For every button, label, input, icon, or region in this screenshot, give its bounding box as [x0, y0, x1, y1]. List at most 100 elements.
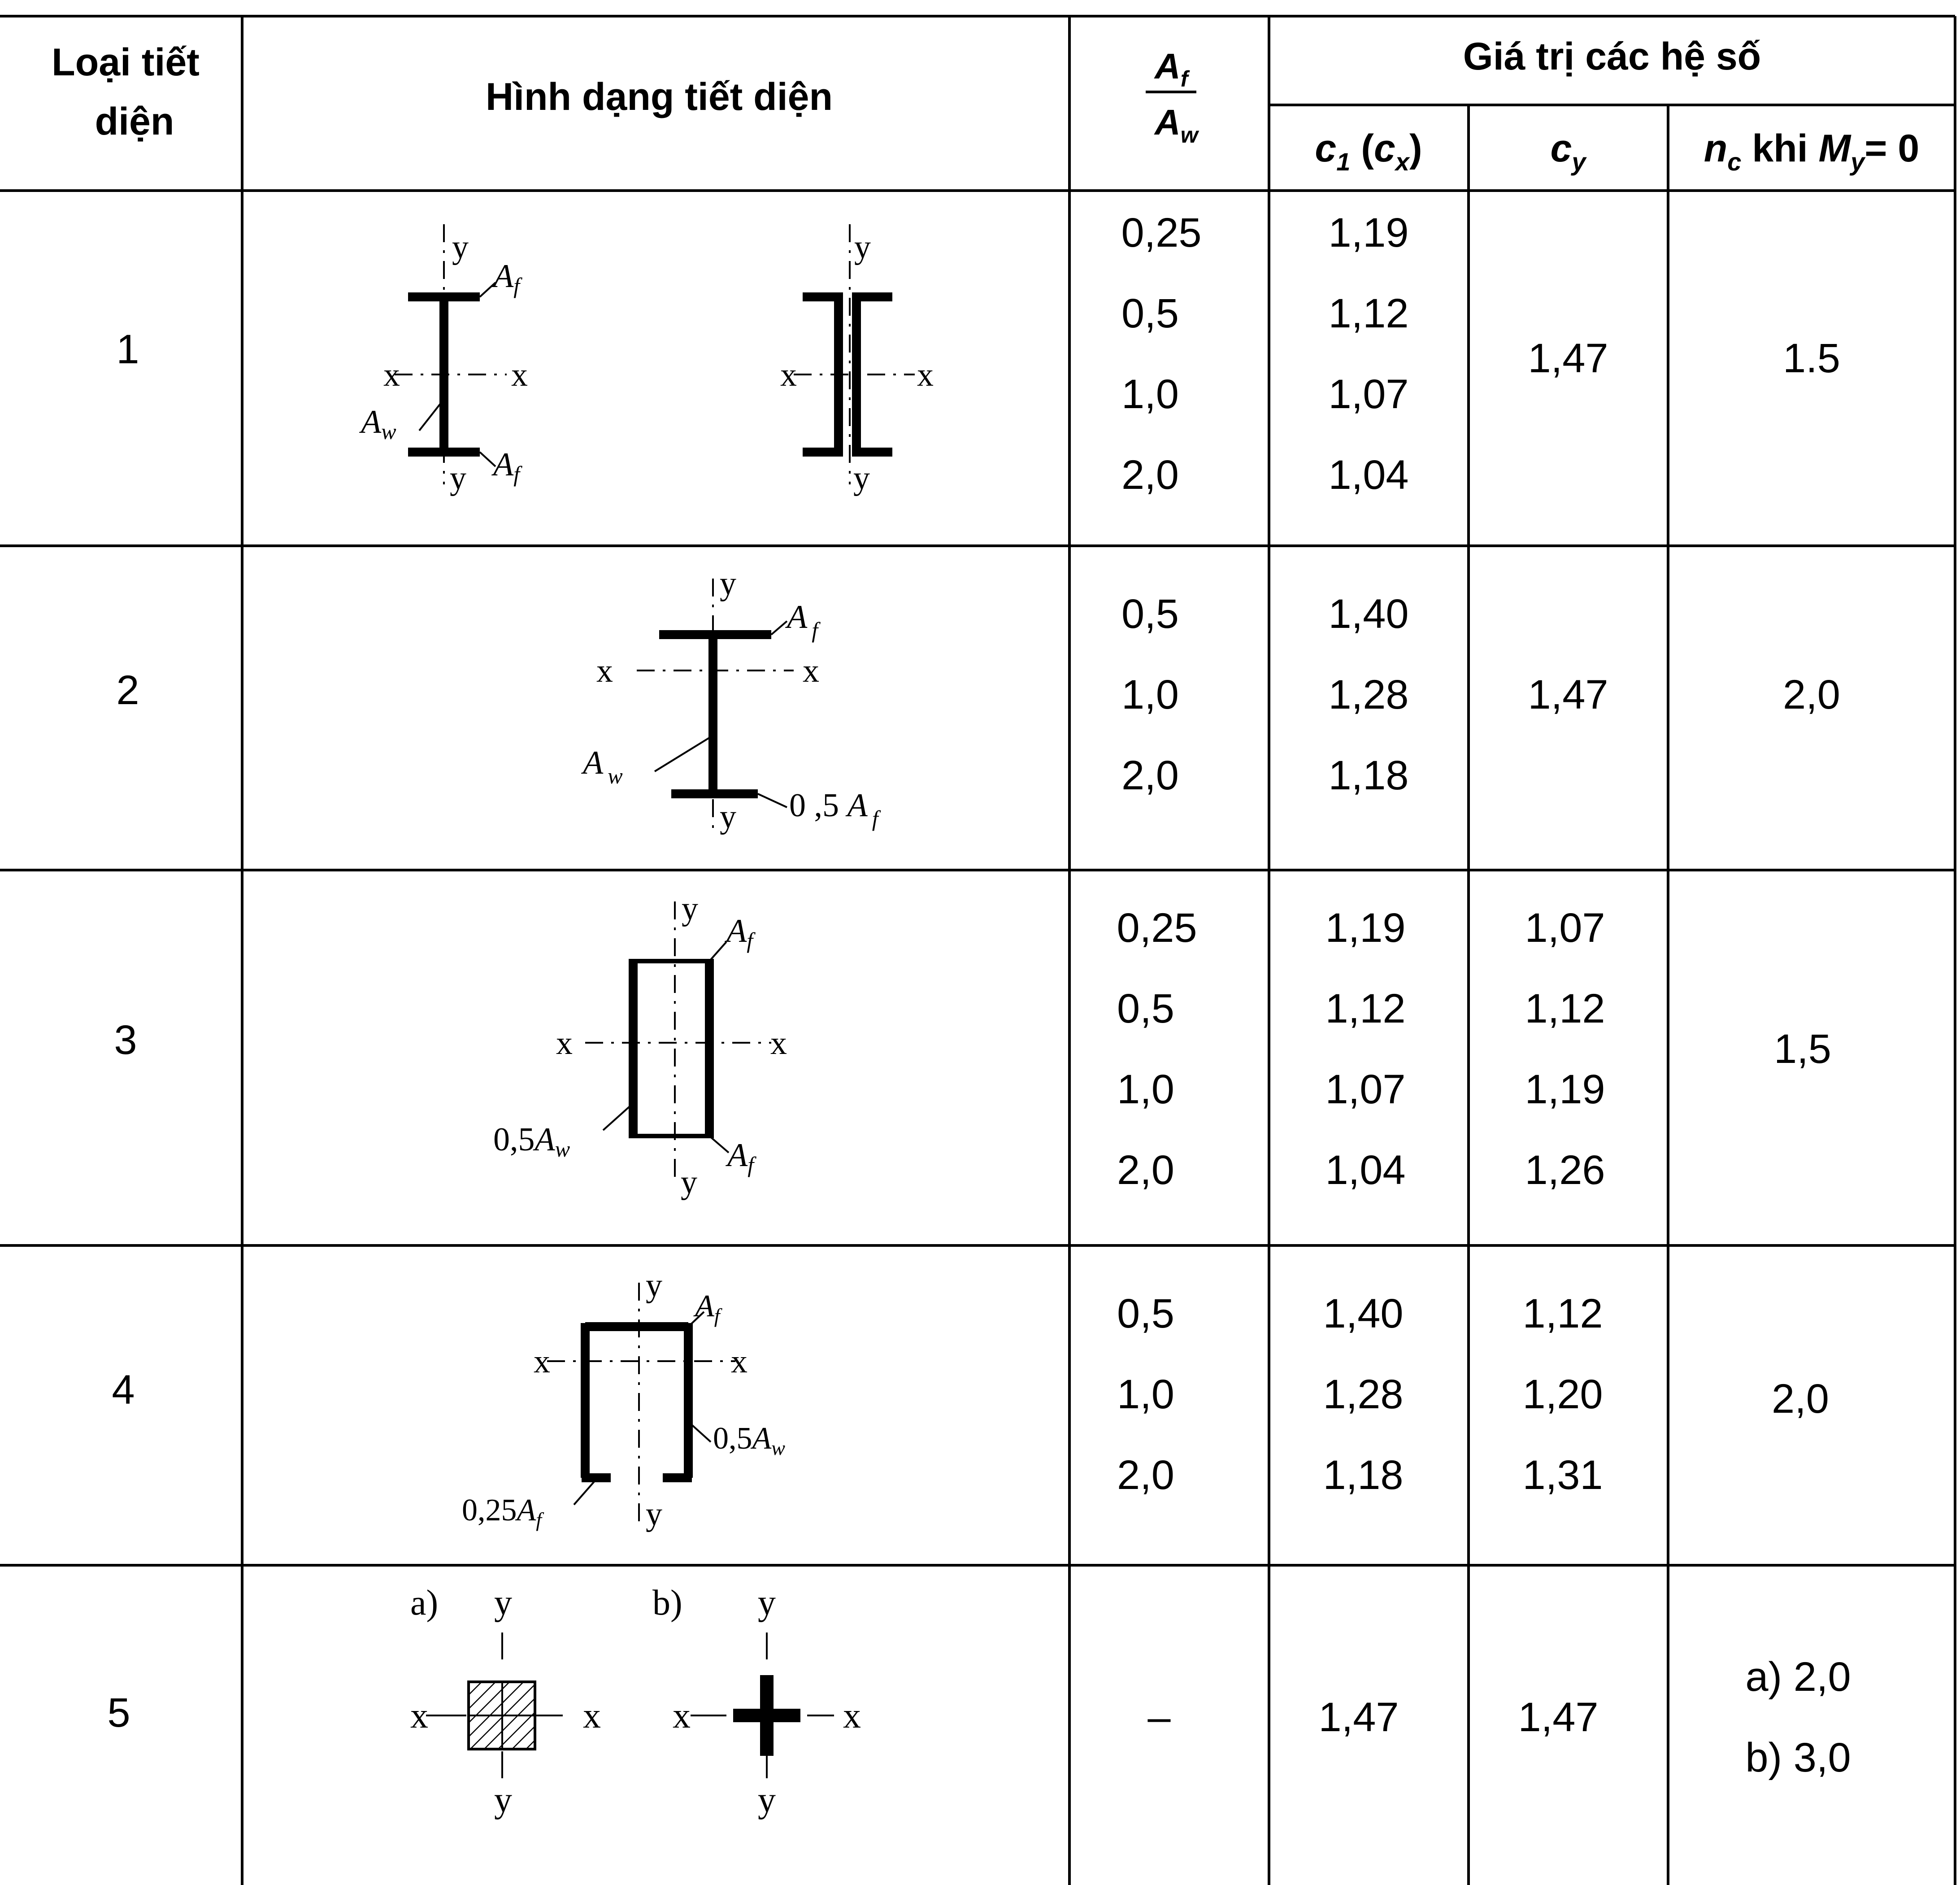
svg-text:Af: Af	[725, 1137, 756, 1177]
svg-text:x: x	[410, 1696, 428, 1736]
c1-value: 1,19	[1328, 210, 1408, 256]
cy-value: 1,47	[1518, 1694, 1598, 1740]
c1-value: 1,28	[1328, 672, 1408, 718]
cy-value: 1,20	[1522, 1371, 1603, 1417]
header-shape: Hình dạng tiết diện	[486, 75, 833, 118]
nc-value: 2,0	[1783, 672, 1840, 718]
row-type: 5	[107, 1690, 130, 1736]
c1-value: 1,40	[1328, 591, 1408, 637]
svg-text:y: y	[452, 229, 469, 266]
svg-text:x: x	[596, 653, 613, 689]
svg-text:x: x	[803, 653, 819, 689]
svg-text:0,5Aw: 0,5Aw	[493, 1121, 570, 1162]
svg-text:x: x	[383, 357, 400, 393]
row-type: 1	[116, 327, 139, 372]
c1-value: 1,12	[1328, 291, 1408, 336]
table-row: 5 – 1,47 1,47 a) 2,0 b) 3,0 a) y y x x	[107, 1583, 1851, 1820]
header-group: Giá trị các hệ số	[1463, 35, 1761, 78]
svg-text:y: y	[682, 890, 698, 927]
ratio-value: 1,0	[1117, 1067, 1174, 1112]
table-row: 4 0,5 1,0 2,0 1,40 1,28 1,18 1,12 1,20 1…	[112, 1267, 1829, 1532]
svg-text:x: x	[511, 357, 528, 393]
cy-value: 1,26	[1525, 1147, 1605, 1193]
i-section-diagram: x x y y Af Af Aw	[359, 224, 528, 496]
ratio-value: 0,25	[1117, 905, 1197, 951]
ratio-value: 0,5	[1117, 986, 1174, 1032]
nc-value: 2,0	[1772, 1376, 1829, 1422]
svg-text:a): a)	[410, 1583, 438, 1623]
nc-value: b) 3,0	[1745, 1735, 1851, 1781]
solid-square-section-diagram: a) y y x x	[410, 1583, 601, 1820]
svg-text:x: x	[731, 1343, 747, 1380]
header-type-line1: Loại tiết	[52, 41, 200, 84]
svg-text:Af: Af	[785, 599, 821, 643]
svg-text:y: y	[494, 1781, 512, 1820]
cy-value: 1,07	[1525, 905, 1605, 951]
svg-text:y: y	[853, 460, 870, 496]
svg-text:y: y	[450, 460, 466, 496]
table-grid	[0, 15, 1956, 1885]
c1-value: 1,18	[1323, 1452, 1403, 1498]
c1-value: 1,04	[1328, 452, 1408, 498]
ratio-value: 2,0	[1121, 452, 1179, 498]
c1-value: 1,47	[1318, 1694, 1399, 1740]
svg-text:Aw: Aw	[359, 404, 396, 444]
ratio-value: 0,5	[1121, 591, 1179, 637]
svg-text:0 ,5 Af: 0 ,5 Af	[789, 787, 881, 831]
ratio-value: 1,0	[1117, 1371, 1174, 1417]
c1-value: 1,04	[1325, 1147, 1405, 1193]
ratio-value: –	[1147, 1694, 1171, 1740]
svg-text:y: y	[854, 229, 871, 266]
svg-text:0,25Af: 0,25Af	[462, 1493, 544, 1531]
ratio-denominator: Aw	[1154, 102, 1199, 148]
header-ratio: Af Aw	[1146, 46, 1199, 148]
c1-value: 1,19	[1325, 905, 1405, 951]
row-type: 3	[114, 1017, 137, 1063]
svg-text:x: x	[673, 1696, 691, 1736]
cross-section-diagram: b) y y x x	[652, 1583, 861, 1820]
svg-text:x: x	[780, 357, 797, 393]
svg-text:0,5Aw: 0,5Aw	[713, 1421, 785, 1459]
svg-text:b): b)	[652, 1583, 682, 1623]
svg-text:y: y	[758, 1781, 776, 1820]
c1-value: 1,18	[1328, 753, 1408, 798]
ratio-value: 1,0	[1121, 371, 1179, 417]
c1-value: 1,07	[1325, 1067, 1405, 1112]
svg-text:Aw: Aw	[581, 744, 623, 788]
svg-text:y: y	[494, 1583, 512, 1623]
cy-value: 1,12	[1522, 1291, 1603, 1336]
svg-text:x: x	[770, 1025, 787, 1062]
table-row: 1 0,25 0,5 1,0 2,0 1,19 1,12 1,07 1,04 1…	[116, 210, 1840, 498]
svg-text:Af: Af	[491, 258, 522, 298]
nc-value: 1,5	[1774, 1026, 1831, 1072]
nc-value: a) 2,0	[1745, 1654, 1851, 1700]
svg-text:y: y	[646, 1496, 662, 1532]
ratio-value: 0,5	[1121, 291, 1179, 336]
header-c1: c1 (cx)	[1315, 127, 1422, 176]
ratio-value: 1,0	[1121, 672, 1179, 718]
svg-text:x: x	[843, 1696, 861, 1736]
cy-value: 1,47	[1528, 335, 1608, 381]
c1-value: 1,40	[1323, 1291, 1403, 1336]
c1-value: 1,12	[1325, 986, 1405, 1032]
cy-value: 1,12	[1525, 986, 1605, 1032]
ratio-value: 2,0	[1117, 1147, 1174, 1193]
svg-text:y: y	[681, 1164, 697, 1201]
svg-text:y: y	[720, 565, 736, 602]
ratio-value: 0,5	[1117, 1291, 1174, 1336]
ratio-value: 2,0	[1117, 1452, 1174, 1498]
double-channel-diagram: x x y y	[780, 224, 934, 496]
box-section-diagram: x x y y Af Af 0,5Aw	[493, 890, 787, 1201]
nc-value: 1.5	[1783, 335, 1840, 381]
cy-value: 1,47	[1528, 672, 1608, 718]
open-box-section-diagram: x x y y Af 0,5Aw 0,25Af	[462, 1267, 785, 1532]
ratio-value: 2,0	[1121, 753, 1179, 798]
table-row: 3 0,25 0,5 1,0 2,0 1,19 1,12 1,07 1,04 1…	[114, 890, 1831, 1201]
svg-text:Af: Af	[724, 913, 756, 953]
svg-text:y: y	[720, 798, 736, 835]
svg-text:x: x	[583, 1696, 601, 1736]
c1-value: 1,07	[1328, 371, 1408, 417]
header-cy: cy	[1551, 127, 1587, 176]
